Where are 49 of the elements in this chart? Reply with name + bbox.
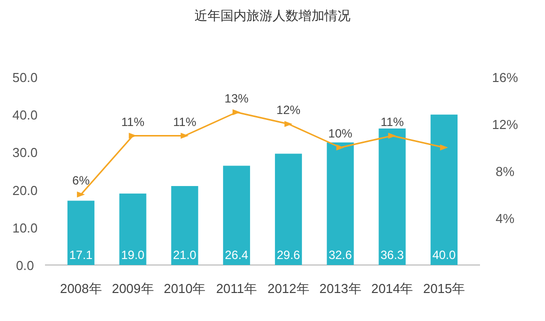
data-label: 36.3: [380, 248, 404, 262]
y2-tick-label: 4%: [496, 211, 515, 226]
x-tick-label: 2014年: [371, 281, 414, 296]
bar: [171, 186, 198, 265]
data-label: 11%: [380, 114, 404, 129]
x-tick-label: 2015年: [423, 281, 466, 296]
data-label: 17.1: [69, 248, 93, 262]
y-tick-label: 50.0: [12, 70, 38, 85]
y-tick-label: 30.0: [12, 145, 38, 160]
y2-tick-label: 16%: [492, 70, 518, 85]
data-label: 6%: [72, 174, 90, 188]
x-tick-label: 2010年: [164, 281, 206, 296]
y2-tick-label: 8%: [496, 164, 515, 179]
data-label: 29.6: [276, 248, 300, 262]
data-label: 26.4: [224, 248, 249, 262]
x-tick-label: 2013年: [319, 281, 362, 296]
y2-tick-label: 12%: [492, 117, 518, 132]
x-tick-label: 2011年: [216, 281, 258, 296]
data-label: 13%: [224, 91, 249, 106]
point: [388, 132, 396, 139]
data-label: 11%: [121, 114, 145, 129]
x-tick-label: 2008年: [60, 281, 102, 296]
bar: [223, 166, 250, 265]
y-tick-label: 10.0: [12, 220, 38, 236]
data-label: 12%: [276, 103, 301, 117]
point: [284, 121, 292, 127]
bar: [274, 154, 302, 265]
point: [336, 144, 344, 150]
data-label: 11%: [173, 114, 197, 129]
point: [76, 192, 85, 198]
chart-title: 近年国内旅游人数增加情况: [194, 8, 350, 23]
x-tick-label: 2012年: [267, 281, 310, 296]
data-label: 19.0: [121, 248, 145, 262]
y-tick-label: 0.0: [16, 258, 34, 273]
point: [232, 109, 241, 116]
point: [180, 132, 189, 139]
data-label: 40.0: [432, 248, 456, 262]
x-tick-label: 2009年: [112, 281, 154, 296]
y-tick-label: 20.0: [12, 182, 38, 198]
bar: [326, 142, 354, 265]
bar: [119, 194, 146, 265]
point: [440, 144, 448, 150]
bar: [67, 200, 94, 265]
data-label: 10%: [328, 126, 353, 140]
bar: [430, 114, 458, 265]
y-tick-label: 40.0: [12, 108, 38, 123]
bar: [378, 128, 406, 265]
data-label: 21.0: [173, 248, 197, 262]
data-label: 32.6: [328, 248, 352, 262]
